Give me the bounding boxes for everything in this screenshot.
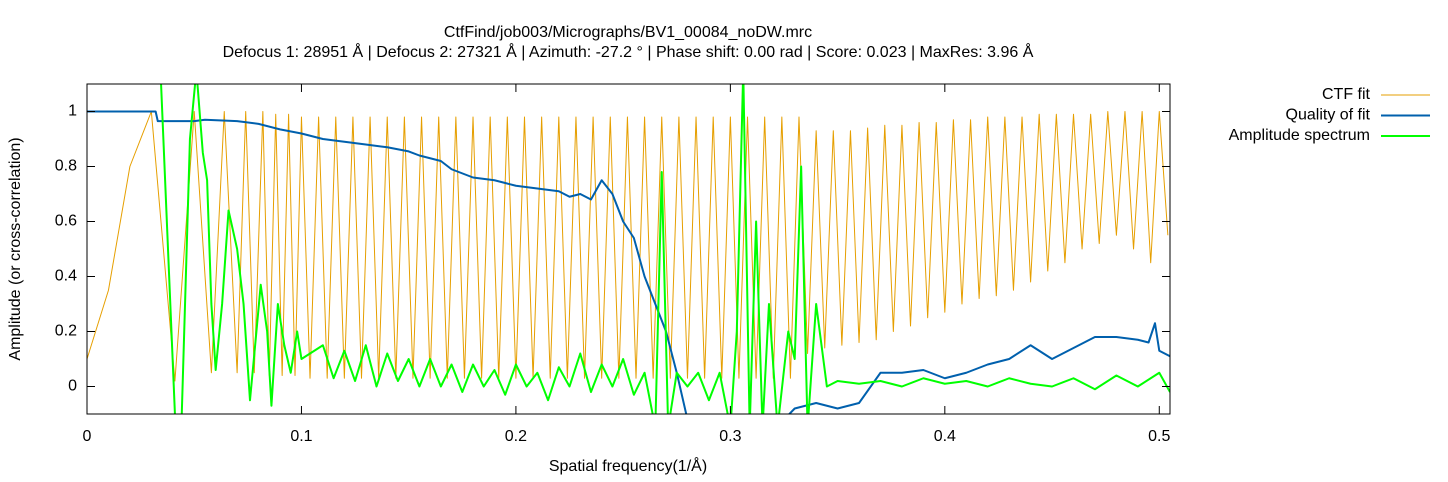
legend-label: CTF fit bbox=[1322, 86, 1371, 103]
y-tick-label: 0.2 bbox=[55, 323, 77, 340]
x-tick-label: 0.1 bbox=[290, 428, 312, 445]
y-axis-label: Amplitude (or cross-correlation) bbox=[7, 137, 24, 360]
series-line bbox=[87, 110, 1170, 414]
x-tick-label: 0.2 bbox=[505, 428, 527, 445]
y-tick-label: 0.4 bbox=[55, 268, 77, 285]
x-tick-label: 0.4 bbox=[934, 428, 956, 445]
series-line bbox=[160, 84, 1170, 414]
plot-area bbox=[87, 84, 1170, 414]
x-tick-label: 0.3 bbox=[719, 428, 741, 445]
y-tick-label: 1 bbox=[68, 103, 77, 120]
legend-label: Quality of fit bbox=[1286, 107, 1371, 124]
series-line bbox=[87, 111, 1169, 382]
y-tick-label: 0.6 bbox=[55, 213, 77, 230]
y-tick-label: 0.8 bbox=[55, 158, 77, 175]
chart-subtitle: Defocus 1: 28951 Å | Defocus 2: 27321 Å … bbox=[223, 42, 1034, 61]
x-tick-label: 0 bbox=[83, 428, 92, 445]
chart-title: CtfFind/job003/Micrographs/BV1_00084_noD… bbox=[444, 24, 812, 41]
x-tick-label: 0.5 bbox=[1148, 428, 1170, 445]
legend-label: Amplitude spectrum bbox=[1229, 127, 1370, 144]
y-tick-label: 0 bbox=[68, 378, 77, 395]
plot-frame bbox=[86, 83, 1171, 415]
x-axis-label: Spatial frequency(1/Å) bbox=[549, 456, 707, 475]
